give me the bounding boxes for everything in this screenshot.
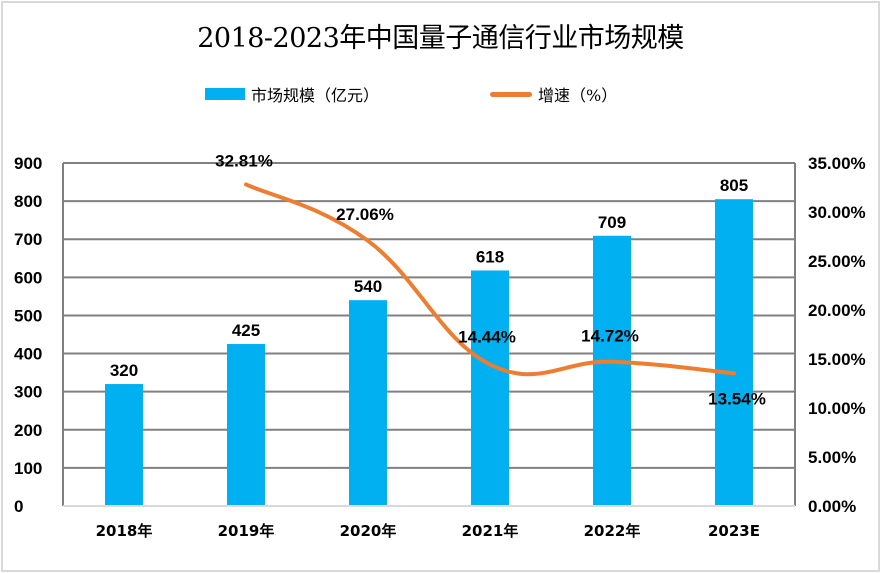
- x-axis-category-label: 2020年: [340, 522, 397, 540]
- growth-value-label: 32.81%: [215, 151, 273, 170]
- bar: [349, 300, 387, 506]
- growth-value-label: 13.54%: [708, 389, 766, 408]
- chart-title: 2018-2023年中国量子通信行业市场规模: [197, 23, 684, 54]
- legend-label-market-size: 市场规模（亿元）: [251, 86, 380, 105]
- left-axis-tick-label: 400: [14, 345, 42, 364]
- right-axis-tick-label: 0.00%: [808, 497, 856, 516]
- right-axis-tick-label: 20.00%: [808, 301, 866, 320]
- legend-item-market-size: 市场规模（亿元）: [205, 82, 379, 106]
- growth-value-label: 14.72%: [581, 327, 639, 346]
- legend-swatch-line: [490, 91, 532, 97]
- left-axis-tick-label: 100: [14, 459, 42, 478]
- right-axis-tick-label: 35.00%: [808, 154, 866, 173]
- left-axis-tick-label: 200: [14, 421, 42, 440]
- growth-value-label: 14.44%: [458, 327, 516, 346]
- left-axis-tick-label: 300: [14, 383, 42, 402]
- right-axis-tick-label: 10.00%: [808, 399, 866, 418]
- bar: [105, 384, 143, 506]
- legend: 市场规模（亿元） 增速（%）: [0, 82, 881, 106]
- bar-value-label: 320: [110, 361, 138, 380]
- bar-value-label: 709: [598, 213, 626, 232]
- growth-value-label: 27.06%: [336, 205, 394, 224]
- bar: [471, 270, 509, 506]
- x-axis-category-label: 2023E: [708, 522, 760, 540]
- left-axis-tick-label: 500: [14, 306, 42, 325]
- bar-value-label: 805: [720, 176, 748, 195]
- bar-value-label: 540: [354, 277, 382, 296]
- x-axis-category-label: 2019年: [218, 522, 275, 540]
- legend-swatch-bar: [205, 88, 245, 100]
- left-axis-tick-label: 600: [14, 268, 42, 287]
- left-axis-tick-label: 900: [14, 154, 42, 173]
- bars: [105, 199, 753, 506]
- x-axis-category-label: 2022年: [584, 522, 641, 540]
- bar-value-label: 618: [476, 247, 504, 266]
- right-axis-tick-label: 5.00%: [808, 448, 856, 467]
- bar-value-label: 425: [232, 321, 260, 340]
- right-axis-tick-label: 25.00%: [808, 252, 866, 271]
- axes: 0 100 200 300 400 500 600 700 800 900 0.00% 5.00% 10…: [14, 154, 866, 540]
- right-axis-tick-label: 30.00%: [808, 203, 866, 222]
- bar: [227, 344, 265, 506]
- left-axis-tick-label: 800: [14, 192, 42, 211]
- x-axis-category-label: 2018年: [96, 522, 153, 540]
- legend-item-growth-rate: 增速（%）: [490, 82, 617, 106]
- growth-line-path: [244, 182, 736, 377]
- right-axis-tick-label: 15.00%: [808, 350, 866, 369]
- growth-line: [244, 182, 736, 377]
- bar: [593, 235, 631, 506]
- legend-label-growth-rate: 增速（%）: [538, 86, 618, 105]
- left-axis-tick-label: 700: [14, 230, 42, 249]
- x-axis-category-label: 2021年: [462, 522, 519, 540]
- data-labels: 320 425 540 618 709 805 32.81% 27.06% 14.44% 14.7…: [110, 151, 766, 408]
- bar: [715, 199, 753, 506]
- gridlines: [63, 162, 795, 469]
- left-axis-tick-label: 0: [14, 497, 23, 516]
